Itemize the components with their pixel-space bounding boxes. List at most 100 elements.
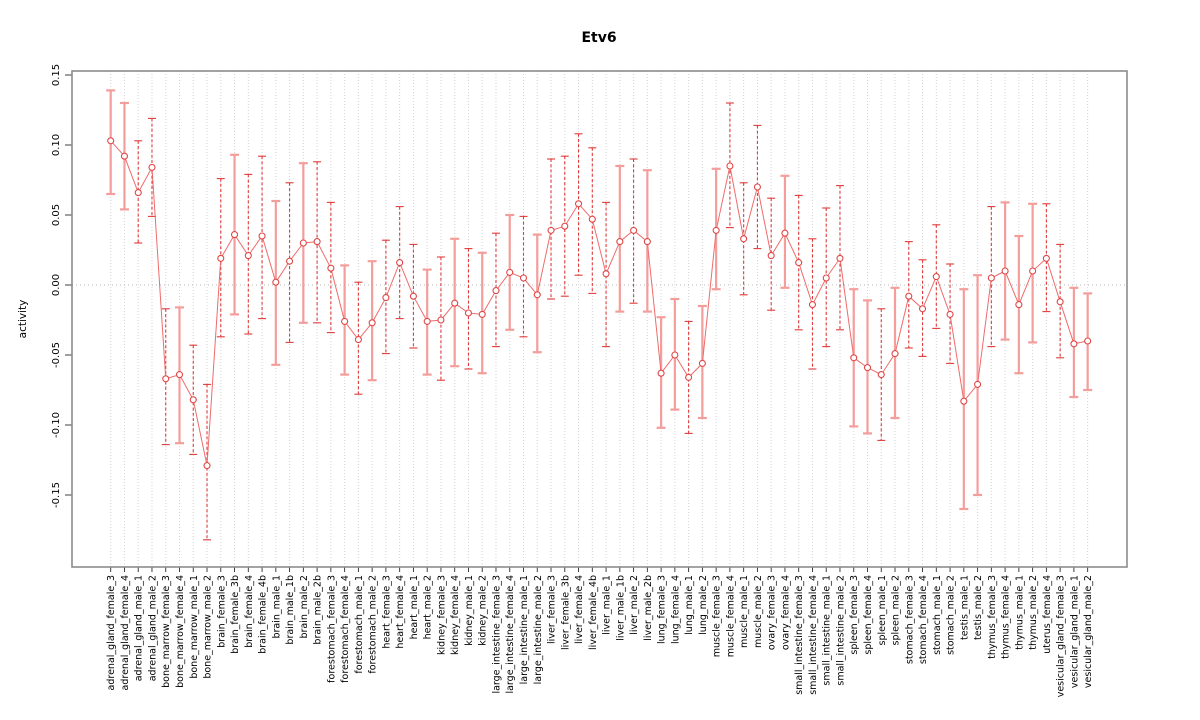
data-points-layer xyxy=(107,137,1092,470)
x-tick-label: forestomach_male_2 xyxy=(368,575,379,674)
data-point xyxy=(808,301,817,309)
x-tick-label: stomach_female_4 xyxy=(918,575,929,664)
data-point xyxy=(313,238,321,246)
data-point xyxy=(685,373,693,381)
data-point xyxy=(974,380,982,388)
data-point xyxy=(822,274,830,282)
x-tick-label: brain_female_4 xyxy=(244,575,255,648)
data-point xyxy=(946,310,954,318)
x-tick-label: brain_male_2b xyxy=(313,575,324,645)
x-tick-label: thymus_male_1 xyxy=(1014,575,1025,650)
x-axis-labels-layer: adrenal_gland_female_3 adrenal_gland_fema… xyxy=(106,575,1094,697)
data-point xyxy=(891,350,899,358)
data-point xyxy=(464,309,473,317)
data-point xyxy=(616,238,624,246)
x-tick-label: bone_marrow_male_2 xyxy=(203,575,214,679)
data-point xyxy=(836,254,844,262)
y-tick-label: -0.15 xyxy=(51,482,62,508)
data-point xyxy=(175,371,184,379)
x-tick-label: small_intestine_male_2 xyxy=(835,575,846,686)
x-tick-label: kidney_male_2 xyxy=(478,575,489,646)
x-tick-label: thymus_female_3 xyxy=(987,575,998,659)
data-point xyxy=(272,278,280,286)
data-point xyxy=(932,273,940,281)
x-tick-label: vesicular_gland_male_1 xyxy=(1069,575,1080,688)
x-tick-label: bone_marrow_male_1 xyxy=(189,575,200,679)
x-tick-label: lung_female_4 xyxy=(670,575,681,644)
y-axis-labels-layer: 0.15 0.10 0.05 0.00 -0.05 -0.10 -0.15 xyxy=(51,64,62,508)
x-tick-label: thymus_male_2 xyxy=(1028,575,1039,650)
x-tick-label: large_intestine_male_2 xyxy=(533,575,544,684)
x-tick-label: muscle_male_2 xyxy=(753,575,764,648)
data-point xyxy=(698,359,706,367)
data-point xyxy=(286,257,294,265)
x-tick-label: liver_female_4b xyxy=(588,575,599,650)
y-tick-label: 0.05 xyxy=(51,204,62,226)
x-tick-label: spleen_female_4 xyxy=(863,575,874,655)
series-line-layer xyxy=(110,140,1088,466)
data-point xyxy=(396,259,404,267)
x-tick-label: adrenal_gland_male_1 xyxy=(134,575,145,681)
x-tick-label: thymus_female_4 xyxy=(1001,575,1012,659)
x-tick-label: muscle_male_1 xyxy=(739,575,750,648)
data-point xyxy=(987,274,995,282)
y-tick-label: 0.15 xyxy=(51,64,62,86)
x-tick-label: stomach_male_2 xyxy=(946,575,957,655)
x-tick-label: large_intestine_male_1 xyxy=(519,575,530,684)
y-tick-label: -0.10 xyxy=(51,412,62,438)
x-tick-label: liver_female_3 xyxy=(547,575,558,644)
data-point xyxy=(574,200,583,208)
data-point xyxy=(423,317,431,325)
data-point xyxy=(478,310,486,318)
data-point xyxy=(657,369,665,377)
data-point xyxy=(217,254,225,262)
data-point xyxy=(1001,267,1009,275)
data-point xyxy=(588,215,596,223)
data-point xyxy=(244,252,252,260)
data-point xyxy=(327,264,335,272)
data-point xyxy=(1084,337,1092,345)
plot-border xyxy=(71,70,1128,568)
data-point xyxy=(189,396,197,404)
x-tick-label: stomach_male_1 xyxy=(932,575,943,655)
x-tick-label: brain_female_4b xyxy=(258,575,269,654)
x-tick-label: liver_female_3b xyxy=(560,575,571,650)
x-tick-label: ovary_female_3 xyxy=(767,575,778,650)
y-axis-title: activity xyxy=(17,300,29,339)
series-line xyxy=(110,140,1088,466)
data-point xyxy=(1042,254,1050,262)
data-point xyxy=(1056,298,1064,306)
x-tick-label: lung_male_2 xyxy=(698,575,709,635)
x-tick-label: large_intestine_female_4 xyxy=(505,575,516,694)
data-point xyxy=(740,235,748,243)
x-tick-label: large_intestine_female_3 xyxy=(491,575,502,694)
data-point xyxy=(850,354,858,362)
x-tick-label: brain_female_3 xyxy=(216,575,227,648)
data-point xyxy=(437,316,445,324)
data-point xyxy=(1070,340,1078,348)
x-tick-label: liver_male_2 xyxy=(629,575,640,635)
data-point xyxy=(671,351,679,359)
x-tick-label: kidney_female_4 xyxy=(450,575,461,655)
x-tick-label: kidney_male_1 xyxy=(464,575,475,646)
data-point xyxy=(203,462,211,470)
x-tick-label: ovary_female_4 xyxy=(780,575,791,650)
chart-title: Etv6 xyxy=(581,30,616,46)
data-point xyxy=(1029,267,1037,275)
x-tick-label: lung_female_3 xyxy=(657,575,668,644)
x-tick-label: adrenal_gland_female_3 xyxy=(106,575,117,690)
data-point xyxy=(712,226,720,234)
data-point xyxy=(162,375,170,383)
data-point xyxy=(451,299,459,307)
error-bars-layer xyxy=(106,89,1093,541)
x-tick-label: brain_male_1 xyxy=(271,575,282,639)
x-tick-label: vesicular_gland_female_3 xyxy=(1056,575,1067,697)
x-tick-label: brain_male_1b xyxy=(285,575,296,645)
x-tick-label: heart_female_3 xyxy=(381,575,392,649)
data-point xyxy=(354,336,362,344)
x-tick-label: testis_male_2 xyxy=(973,575,984,640)
x-tick-label: kidney_female_3 xyxy=(436,575,447,655)
x-tick-label: small_intestine_male_1 xyxy=(822,575,833,686)
data-point xyxy=(382,294,390,302)
